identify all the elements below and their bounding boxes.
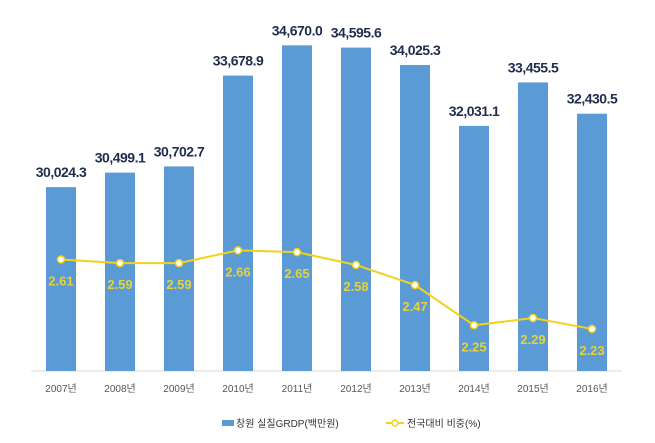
line-value-label: 2.65 [284,266,309,281]
x-tick-label: 2016년 [576,383,607,395]
x-tick-label: 2013년 [399,383,430,395]
bar-2010년 [223,75,253,372]
bar-2011년 [282,45,312,372]
line-value-label: 2.59 [166,277,191,292]
x-ticks: 2007년 2008년 2009년 2010년 2011년 2012년 2013년 2014년… [45,383,607,395]
line-point-2008년 [115,258,125,268]
bar-value-label: 32,430.5 [567,91,618,107]
legend-item-bar: 창원 실질GRDP(백만원) [222,418,339,430]
x-tick-label: 2010년 [222,383,253,395]
line-value-label: 2.61 [48,273,73,288]
bar-2015년 [518,82,548,371]
bar-2008년 [105,172,135,371]
bar-2013년 [400,65,430,371]
bar-value-label: 33,678.9 [213,53,264,69]
line-point-2007년 [56,255,66,264]
x-tick-label: 2011년 [282,383,313,395]
legend: 창원 실질GRDP(백만원) 전국대비 비중(%) [222,418,481,430]
line-point-2009년 [174,258,184,268]
bar-2012년 [341,47,371,372]
line-point-2010년 [233,246,243,255]
bar-value-label: 34,670.0 [272,22,323,38]
bar-2007년 [46,187,76,371]
legend-bar-swatch [222,420,234,426]
bar-value-label: 34,595.6 [331,25,382,41]
line-value-label: 2.58 [343,279,368,294]
line-value-label: 2.59 [107,277,132,292]
bar-value-label: 34,025.3 [390,42,441,58]
line-point-2014년 [469,321,479,330]
line-point-2015년 [528,313,538,323]
x-tick-label: 2015년 [517,383,548,395]
x-tick-label: 2007년 [45,383,76,395]
x-tick-label: 2008년 [104,383,135,395]
line-value-label: 2.47 [402,299,427,314]
bar-2014년 [459,125,489,371]
legend-line-label: 전국대비 비중(%) [407,418,481,430]
bar-value-label: 30,499.1 [95,150,146,166]
x-tick-label: 2014년 [458,383,489,395]
legend-bar-label: 창원 실질GRDP(백만원) [236,418,339,430]
labels: 30,024.3 30,499.1 30,702.7 33,678.9 34,670.0… [36,22,619,358]
bar-value-label: 30,702.7 [154,143,205,159]
line-value-label: 2.29 [520,332,545,347]
bar-2009년 [164,166,194,371]
x-tick-label: 2009년 [163,383,194,395]
x-tick-label: 2012년 [340,383,371,395]
line-path [60,249,593,330]
line-point-2016년 [587,324,597,334]
line-point-2012년 [351,260,361,270]
bars [46,45,607,372]
bar-value-label: 32,031.1 [449,103,500,119]
line-series [56,246,597,334]
bar-value-label: 30,024.3 [36,164,87,180]
line-value-label: 2.23 [579,343,604,358]
legend-line-marker [391,419,399,427]
line-value-label: 2.25 [461,339,486,354]
line-point-2013년 [410,280,420,290]
line-value-label: 2.66 [225,264,250,279]
line-point-2011년 [292,247,302,257]
legend-item-line: 전국대비 비중(%) [386,418,481,430]
bar-value-label: 33,455.5 [508,59,559,75]
